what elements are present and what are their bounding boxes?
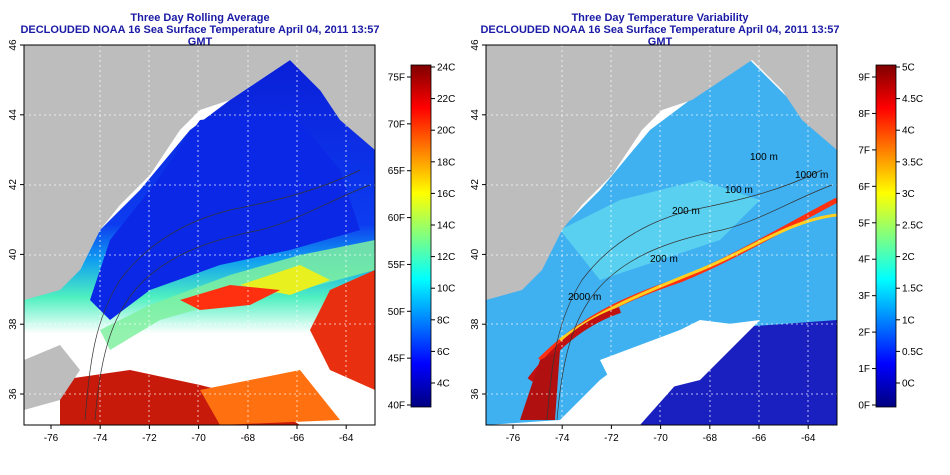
left-map-panel: -76 -74 -72 -70 -68 -66 -64 36 38 40 42 44 46 75F 70… xyxy=(8,39,455,444)
left-colorbar-fahrenheit-ticks: 75F 70F 65F 60F 55F 50F 45F 40F xyxy=(388,73,411,412)
right-cb-c-label: 4C xyxy=(902,126,915,137)
left-cb-c-label: 20C xyxy=(437,126,455,137)
right-plot-frame xyxy=(485,44,838,426)
left-cb-c-label: 24C xyxy=(437,63,455,74)
right-cb-f-label: 7F xyxy=(858,145,870,156)
right-cb-f-label: 5F xyxy=(858,218,870,229)
left-cb-f-label: 50F xyxy=(388,307,405,318)
left-map-image xyxy=(24,45,375,425)
right-cb-c-label: 2C xyxy=(902,252,915,263)
right-y-tick-label: 38 xyxy=(470,318,481,330)
left-cb-c-label: 4C xyxy=(437,379,450,390)
left-colorbar xyxy=(410,64,432,408)
right-cb-c-label: 1C xyxy=(902,315,915,326)
right-cb-c-label: 4.5C xyxy=(902,94,923,105)
right-y-tick-label: 46 xyxy=(470,39,481,51)
left-x-tick-label: -74 xyxy=(93,433,108,444)
left-y-axis: 36 38 40 42 44 46 xyxy=(8,39,24,400)
left-y-tick-label: 42 xyxy=(8,179,19,191)
left-cb-c-label: 8C xyxy=(437,315,450,326)
right-x-axis: -76 -74 -72 -70 -68 -66 -64 xyxy=(506,425,816,444)
right-cb-f-label: 3F xyxy=(858,291,870,302)
right-colorbar-celsius-ticks: 5C 4.5C 4C 3.5C 3C 2.5C 2C 1.5C 1C 0.5C 0C xyxy=(896,63,923,390)
left-cb-c-label: 6C xyxy=(437,347,450,358)
right-cb-c-label: 0C xyxy=(902,379,915,390)
right-cb-f-label: 2F xyxy=(858,328,870,339)
left-x-tick-label: -72 xyxy=(142,433,157,444)
left-x-tick-label: -68 xyxy=(241,433,256,444)
right-cb-c-label: 3.5C xyxy=(902,157,923,168)
right-x-tick-label: -64 xyxy=(801,433,816,444)
left-x-tick-label: -66 xyxy=(290,433,305,444)
left-cb-f-label: 40F xyxy=(388,401,405,412)
right-colorbar-fahrenheit-ticks: 9F 8F 7F 6F 5F 4F 3F 2F 1F 0F xyxy=(858,73,876,412)
left-cb-f-label: 45F xyxy=(388,354,405,365)
right-cb-f-label: 8F xyxy=(858,109,870,120)
right-x-tick-label: -68 xyxy=(703,433,718,444)
right-cb-f-label: 0F xyxy=(858,401,870,412)
right-title: Three Day Temperature Variability DECLOU… xyxy=(480,12,840,48)
contour-label: 100 m xyxy=(750,152,778,163)
left-cb-f-label: 75F xyxy=(388,73,405,84)
right-cb-f-label: 4F xyxy=(858,255,870,266)
right-cb-f-label: 9F xyxy=(858,73,870,84)
right-x-tick-label: -76 xyxy=(506,433,521,444)
right-cb-c-label: 5C xyxy=(902,63,915,74)
right-y-tick-label: 36 xyxy=(470,388,481,400)
right-cb-f-label: 6F xyxy=(858,182,870,193)
right-cb-f-label: 1F xyxy=(858,364,870,375)
right-cb-c-label: 3C xyxy=(902,189,915,200)
left-y-tick-label: 36 xyxy=(8,388,19,400)
left-cb-f-label: 55F xyxy=(388,260,405,271)
right-cb-c-label: 0.5C xyxy=(902,347,923,358)
right-x-tick-label: -74 xyxy=(555,433,570,444)
right-x-tick-label: -66 xyxy=(752,433,767,444)
left-y-tick-label: 46 xyxy=(8,39,19,51)
right-y-tick-label: 40 xyxy=(470,248,481,260)
left-x-tick-label: -64 xyxy=(339,433,354,444)
contour-label: 1000 m xyxy=(795,170,828,181)
left-cb-c-label: 12C xyxy=(437,252,455,263)
left-colorbar-celsius-ticks: 24C 22C 20C 18C 16C 14C 12C 10C 8C 6C 4C xyxy=(431,63,455,390)
right-y-axis: 36 38 40 42 44 46 xyxy=(470,39,486,400)
contour-label: 200 m xyxy=(650,254,678,265)
contour-label: 100 m xyxy=(725,185,753,196)
right-cb-c-label: 1.5C xyxy=(902,284,923,295)
left-title-line1: Three Day Rolling Average xyxy=(130,12,270,24)
left-y-tick-label: 38 xyxy=(8,318,19,330)
contour-label: 2000 m xyxy=(568,292,601,303)
right-colorbar xyxy=(875,64,897,408)
right-y-tick-label: 44 xyxy=(470,109,481,121)
left-cb-c-label: 14C xyxy=(437,221,455,232)
right-x-tick-label: -70 xyxy=(653,433,668,444)
right-title-line1: Three Day Temperature Variability xyxy=(571,12,749,24)
left-cb-f-label: 60F xyxy=(388,213,405,224)
left-cb-f-label: 70F xyxy=(388,119,405,130)
left-cb-c-label: 10C xyxy=(437,284,455,295)
contour-label: 200 m xyxy=(672,206,700,217)
right-map-image: 100 m 1000 m 200 m 100 m 200 m 2000 m xyxy=(486,45,837,425)
right-y-tick-label: 42 xyxy=(470,179,481,191)
left-cb-c-label: 18C xyxy=(437,157,455,168)
right-x-tick-label: -72 xyxy=(604,433,619,444)
right-cb-c-label: 2.5C xyxy=(902,221,923,232)
left-plot-frame xyxy=(23,44,376,426)
left-cb-f-label: 65F xyxy=(388,166,405,177)
left-x-tick-label: -70 xyxy=(191,433,206,444)
left-y-tick-label: 44 xyxy=(8,109,19,121)
left-y-tick-label: 40 xyxy=(8,248,19,260)
left-x-tick-label: -76 xyxy=(44,433,59,444)
left-x-axis: -76 -74 -72 -70 -68 -66 -64 xyxy=(44,425,354,444)
left-cb-c-label: 22C xyxy=(437,94,455,105)
left-cb-c-label: 16C xyxy=(437,189,455,200)
